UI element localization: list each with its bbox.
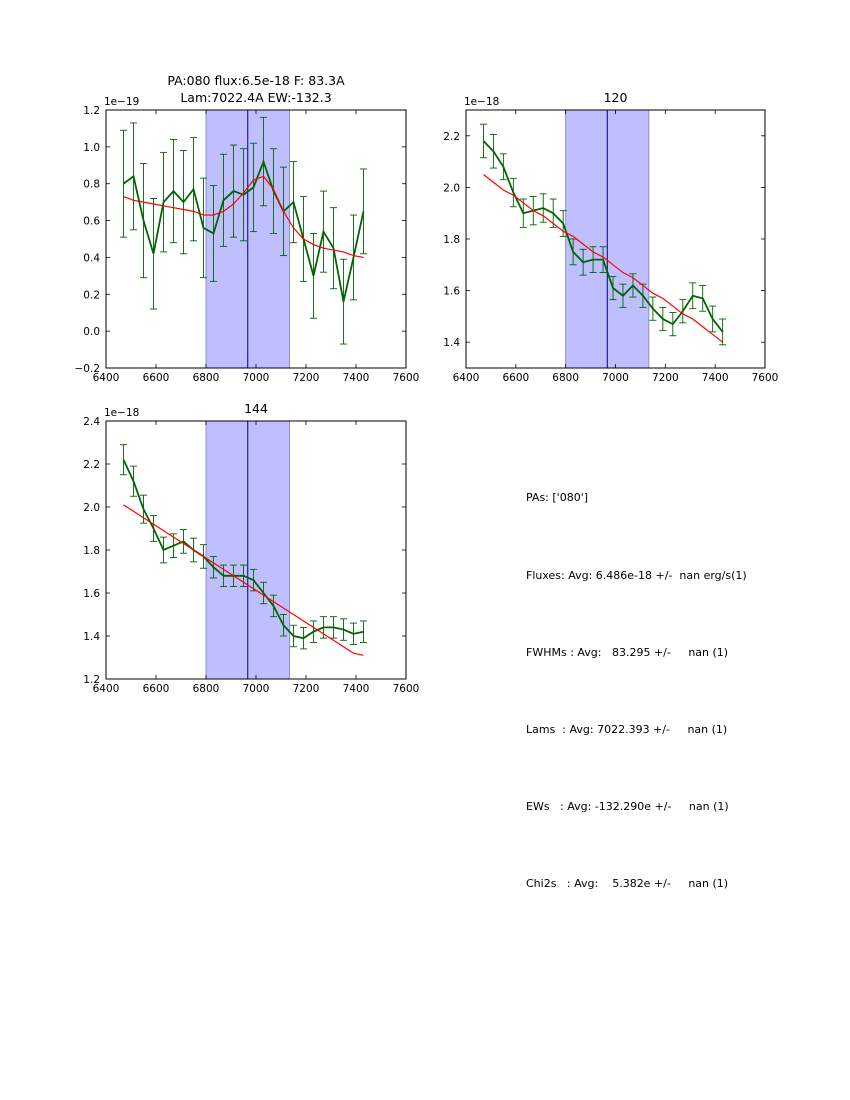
summary-pas: PAs: ['080'] — [526, 491, 589, 505]
x-tick-label: 7000 — [602, 372, 629, 384]
error-bar — [479, 123, 487, 159]
x-tick-label: 7600 — [393, 372, 420, 384]
x-tick-label: 7200 — [652, 372, 679, 384]
x-tick-label: 7400 — [702, 372, 729, 384]
fit-series-line — [123, 175, 364, 259]
summary-chi2s: Chi2s : Avg: 5.382e +/- nan (1) — [526, 876, 729, 890]
summary-fwhms: FWHMs : Avg: 83.295 +/- nan (1) — [526, 645, 729, 659]
panel-144: 6400 6600 6800 7000 7200 7400 7600 1.2 1.4 1.6 1.8… — [83, 401, 419, 695]
summary-lams: Lams : Avg: 7022.393 +/- nan (1) — [526, 722, 728, 736]
y-tick-label: 1.8 — [443, 234, 460, 246]
y-tick-label: 1.4 — [83, 631, 100, 643]
summary-text: PAs: ['080'] Fluxes: Avg: 6.486e-18 +/- … — [526, 434, 747, 922]
y-tick-label: 2.4 — [83, 416, 100, 428]
data-series-line — [122, 459, 364, 640]
x-tick-label: 6600 — [502, 372, 529, 384]
fit-series-line — [123, 504, 364, 656]
axis-offset-label: 1e−18 — [464, 96, 499, 108]
y-tick-label: −0.2 — [75, 363, 101, 375]
x-tick-label: 6400 — [93, 683, 120, 695]
error-bar — [120, 129, 127, 238]
x-tick-label: 6600 — [143, 372, 170, 384]
chart-title: 120 — [604, 90, 628, 105]
fit-series-line — [483, 174, 724, 343]
x-tick-label: 6800 — [193, 683, 220, 695]
chart-title: 144 — [244, 401, 268, 416]
y-tick-label: 2.0 — [443, 182, 460, 194]
axis-offset-label: 1e−18 — [104, 407, 139, 419]
chart-subtitle: Lam:7022.4A EW:-132.3 — [180, 90, 331, 105]
chart-title: PA:080 flux:6.5e-18 F: 83.3A — [167, 73, 345, 88]
y-tick-label: 0.6 — [83, 216, 100, 228]
y-tick-label: 0.8 — [83, 179, 100, 191]
summary-ews: EWs : Avg: -132.290e +/- nan (1) — [526, 799, 729, 813]
panel-120: 6400 6600 6800 7000 7200 7400 7600 1.4 1.6 1.8 2.0… — [443, 90, 778, 384]
x-tick-label: 6600 — [143, 683, 170, 695]
x-tick-label: 7000 — [243, 372, 270, 384]
y-tick-label: 1.6 — [443, 286, 460, 298]
y-tick-label: 1.2 — [83, 674, 100, 686]
summary-fluxes: Fluxes: Avg: 6.486e-18 +/- nan erg/s(1) — [526, 568, 747, 582]
x-tick-label: 6400 — [453, 372, 480, 384]
data-series-line — [122, 158, 365, 302]
panel-pa-080: 6400 6600 6800 7000 7200 7400 7600 −0.2 0.0 0.2 0.… — [75, 73, 420, 384]
x-tick-label: 7200 — [293, 372, 320, 384]
y-tick-label: 1.0 — [83, 142, 100, 154]
y-tick-label: 2.0 — [83, 502, 100, 514]
x-tick-label: 6800 — [552, 372, 579, 384]
x-tick-label: 7200 — [293, 683, 320, 695]
y-tick-label: 0.0 — [83, 326, 100, 338]
x-tick-label: 7600 — [752, 372, 779, 384]
x-tick-label: 7400 — [343, 372, 370, 384]
x-tick-label: 6800 — [193, 372, 220, 384]
y-tick-label: 1.2 — [83, 105, 100, 117]
y-tick-label: 1.6 — [83, 588, 100, 600]
y-tick-label: 0.4 — [83, 252, 100, 264]
y-tick-label: 0.2 — [83, 289, 100, 301]
x-tick-label: 7000 — [243, 683, 270, 695]
y-tick-label: 2.2 — [443, 131, 460, 143]
data-series-line — [482, 140, 724, 333]
x-tick-label: 7600 — [393, 683, 420, 695]
x-tick-label: 7400 — [343, 683, 370, 695]
y-tick-label: 1.4 — [443, 337, 460, 349]
y-tick-label: 1.8 — [83, 545, 100, 557]
y-tick-label: 2.2 — [83, 459, 100, 471]
axis-offset-label: 1e−19 — [104, 96, 139, 108]
x-tick-label: 6400 — [93, 372, 120, 384]
